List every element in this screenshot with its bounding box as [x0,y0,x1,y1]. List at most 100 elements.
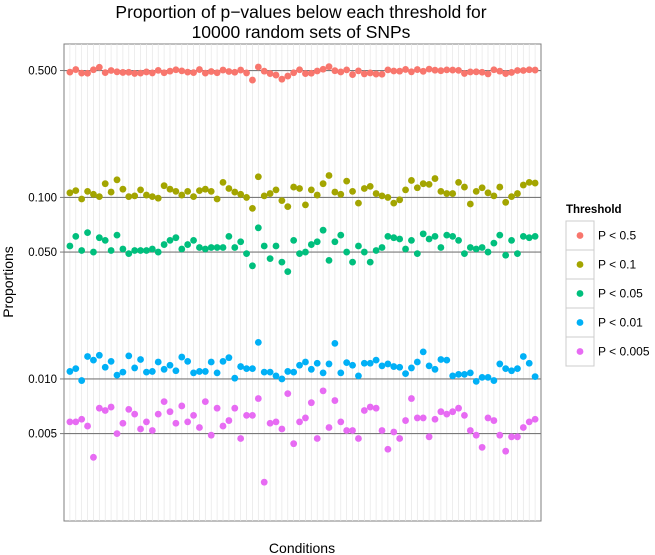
data-point [254,63,262,71]
data-point [319,180,327,188]
data-point [207,431,215,439]
data-point [272,71,280,79]
data-point [296,250,303,258]
data-point [490,239,498,247]
data-point [125,193,133,201]
data-point [360,407,368,414]
data-point [260,368,268,376]
legend-label: P < 0.005 [598,345,650,359]
plot-panel [63,43,542,522]
data-point [172,66,180,74]
data-point [278,197,286,205]
data-point [101,236,109,244]
data-point [531,66,539,74]
data-point [237,435,245,442]
legend-label: P < 0.01 [598,316,643,330]
data-point [343,177,351,185]
data-point [231,68,239,76]
data-point [119,69,127,76]
data-point [331,188,339,196]
data-point [201,245,209,253]
data-point [514,365,521,373]
data-point [525,178,533,186]
data-point [219,422,227,430]
data-point [184,357,192,365]
data-point [137,425,144,433]
data-point [496,431,504,439]
data-point [207,244,215,251]
data-point [408,177,415,184]
data-point [384,66,392,74]
data-point [243,194,250,201]
data-point [384,360,392,368]
data-point [272,186,280,194]
data-point [378,192,386,200]
data-point [466,68,474,76]
y-tick-label: 0.005 [28,429,57,441]
data-point [66,418,74,426]
series-points [66,387,539,486]
data-point [260,478,268,486]
data-point [178,353,186,361]
data-point [490,192,498,200]
data-point [496,231,504,239]
data-point [307,365,315,373]
data-point [449,372,457,380]
data-point [231,404,239,412]
y-tick-label: 0.010 [28,374,57,386]
data-point [443,410,451,418]
data-point [249,262,256,270]
data-point [196,66,203,73]
data-point [266,419,274,427]
data-point [119,185,127,193]
data-point [378,244,386,251]
data-point [313,191,321,199]
data-point [125,405,133,413]
data-point [119,245,127,253]
data-point [84,187,91,195]
data-point [143,68,150,76]
data-point [290,183,298,191]
data-point [201,368,209,375]
data-point [384,194,392,201]
data-point [425,65,433,73]
data-point [337,231,345,239]
data-point [160,241,168,248]
data-point [160,69,168,77]
legend-label: P < 0.5 [598,229,636,243]
data-point [466,244,474,251]
data-point [213,369,221,377]
data-point [219,357,227,365]
data-point [508,433,515,441]
data-point [296,185,303,192]
data-point [296,66,303,74]
data-point [443,66,451,74]
data-point [237,238,245,246]
data-point [519,424,527,431]
data-point [431,415,439,423]
data-point [219,244,227,251]
y-axis: 0.005 0.010 0.050 0.100 0.500 [28,66,64,441]
data-point [160,182,168,190]
x-axis-title: Conditions [269,540,335,555]
data-point [143,418,150,426]
data-point [508,367,515,375]
data-point [95,63,103,71]
y-tick-label: 0.050 [28,247,57,259]
data-point [190,193,197,201]
data-point [107,403,115,411]
data-point [372,356,380,364]
data-point [455,370,462,378]
data-point [437,408,445,416]
data-point [225,232,233,240]
data-point [278,75,286,83]
data-point [225,354,233,362]
data-point [260,192,268,200]
chart-title-line-1: Proportion of p−values below each thresh… [115,2,486,22]
data-point [95,193,103,201]
data-point [219,178,227,186]
data-point [384,445,392,453]
data-point [355,242,362,250]
data-point [325,360,333,368]
data-point [531,179,539,187]
